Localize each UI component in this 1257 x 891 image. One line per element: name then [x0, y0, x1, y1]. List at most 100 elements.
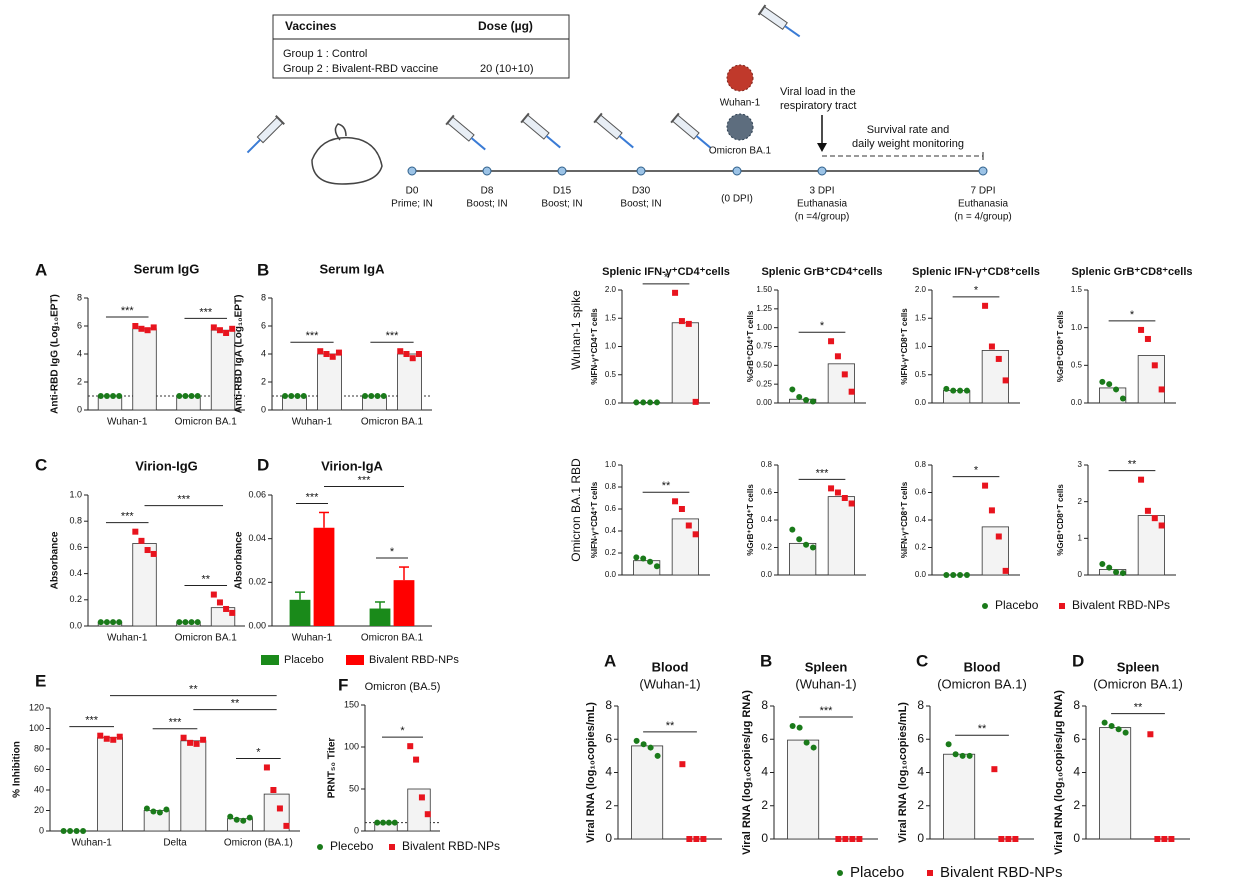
data-point — [116, 733, 123, 740]
data-point — [633, 399, 640, 406]
significance-label: *** — [199, 306, 213, 318]
y-tick-label: 0.02 — [248, 577, 266, 587]
data-point — [943, 572, 950, 578]
data-point — [397, 348, 404, 355]
data-point — [828, 485, 835, 492]
data-point — [693, 836, 700, 842]
syringe-barrel — [446, 116, 475, 142]
y-tick-label: 150 — [344, 699, 359, 709]
panel-letter: C — [916, 651, 928, 670]
bar — [787, 739, 820, 840]
y-tick-label: 1.5 — [915, 313, 927, 322]
x-tick-label: Wuhan-1 — [107, 633, 148, 644]
panel-letter: A — [604, 651, 616, 670]
y-tick-label: 50 — [349, 783, 359, 793]
timepoint — [636, 166, 646, 176]
x-tick-label: Omicron (BA.1) — [224, 838, 293, 849]
significance-label: *** — [121, 511, 135, 523]
data-point — [317, 348, 324, 355]
bar — [97, 737, 123, 832]
bar — [210, 329, 236, 411]
data-point — [848, 388, 855, 395]
bar — [176, 395, 201, 411]
significance-label: * — [974, 465, 979, 477]
data-point — [803, 739, 810, 746]
data-point — [1122, 729, 1129, 736]
data-point — [229, 325, 236, 332]
timepoint-note: Euthanasia — [797, 199, 847, 210]
y-tick-label: 120 — [29, 702, 44, 712]
table-cell: Group 1 : Control — [283, 48, 367, 60]
data-point — [672, 498, 679, 505]
legend-label: Bivalent RBD-NPs — [1072, 598, 1170, 612]
y-tick-label: 0.2 — [761, 543, 773, 552]
data-point — [156, 809, 163, 816]
y-tick-label: 6 — [605, 731, 612, 745]
bar — [943, 753, 976, 840]
data-point — [380, 819, 387, 826]
data-point — [194, 393, 201, 399]
legend-marker — [1059, 603, 1065, 609]
y-axis-label: %GrB⁺CD8⁺T cells — [1056, 310, 1065, 382]
data-point — [362, 393, 369, 399]
y-tick-label: 40 — [34, 784, 44, 794]
data-point — [849, 836, 856, 842]
data-point — [654, 752, 661, 759]
chart-title: Omicron (BA.5) — [365, 681, 441, 693]
significance-label: * — [1130, 309, 1135, 321]
row-label: Wuhan-1 spike — [569, 290, 583, 370]
data-point — [67, 828, 74, 834]
bar — [981, 526, 1009, 576]
significance-label: *** — [169, 717, 183, 729]
y-tick-label: 0 — [761, 831, 768, 845]
y-tick-label: 0.4 — [915, 515, 927, 524]
significance-label: ** — [978, 723, 987, 735]
x-tick-label: Omicron BA.1 — [175, 417, 238, 428]
data-point — [1012, 836, 1019, 842]
legend-label: Bivalent RBD-NPs — [369, 654, 459, 666]
syringe-needle — [784, 25, 801, 38]
virus-label: Wuhan-1 — [720, 98, 761, 109]
data-point — [103, 393, 110, 399]
significance-label: * — [256, 746, 261, 758]
timepoint — [732, 166, 742, 176]
y-axis-label: %IFN-γ⁺CD8⁺T cells — [900, 308, 909, 385]
y-tick-label: 0.8 — [69, 516, 82, 526]
syringe-barrel — [521, 114, 550, 140]
data-point — [335, 349, 342, 356]
data-point — [988, 343, 995, 350]
y-tick-label: 6 — [261, 320, 266, 330]
chart-title: Serum IgA — [319, 261, 385, 276]
y-tick-label: 0.4 — [605, 526, 617, 535]
data-point — [1106, 564, 1113, 571]
y-tick-label: 80 — [34, 743, 44, 753]
data-point — [692, 531, 699, 538]
significance-label: *** — [306, 491, 320, 503]
y-tick-label: 0.6 — [915, 488, 927, 497]
timepoint — [817, 166, 827, 176]
data-point — [988, 507, 995, 514]
syringe-plunger — [593, 112, 603, 124]
y-tick-label: 0.0 — [915, 398, 927, 407]
syringe-needle — [695, 135, 711, 149]
data-point — [950, 572, 957, 578]
data-point — [789, 722, 796, 729]
data-point — [1138, 326, 1145, 333]
data-point — [103, 619, 110, 626]
data-point — [176, 393, 183, 399]
data-point — [150, 808, 157, 815]
y-tick-label: 1.5 — [1071, 285, 1083, 294]
timepoint-label: D15 — [553, 186, 572, 197]
significance-label: *** — [386, 330, 400, 342]
significance-label: * — [974, 285, 979, 297]
chart-title: Splenic IFN-γ⁺CD4⁺cells — [602, 266, 730, 278]
data-point — [380, 393, 387, 399]
significance-label: ** — [189, 684, 198, 696]
y-axis-label: %GrB⁺CD4⁺T cells — [746, 310, 755, 382]
chart-subtitle: (Wuhan-1) — [795, 676, 856, 691]
bar — [227, 818, 253, 832]
bar — [210, 607, 236, 627]
data-point — [1119, 395, 1126, 402]
data-point — [110, 736, 117, 743]
y-tick-label: 0.6 — [69, 542, 82, 552]
